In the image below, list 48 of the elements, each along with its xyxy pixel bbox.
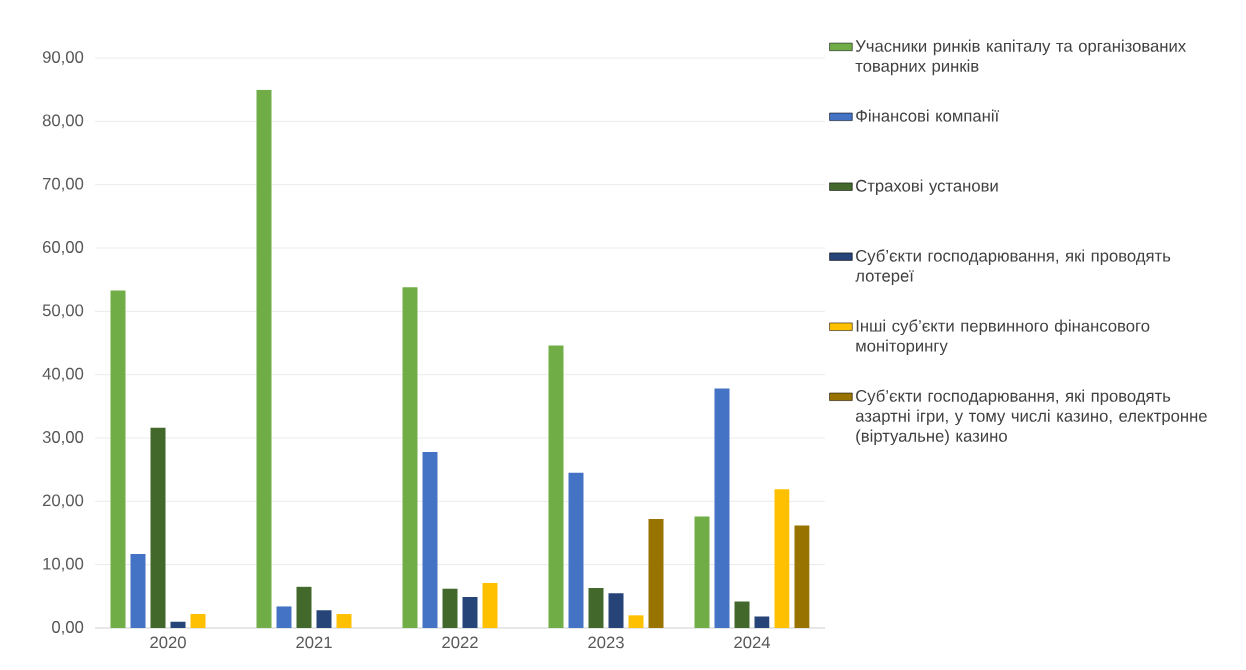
- legend-label: Інші суб’єкти первинного фінансового моніторингу: [856, 319, 1150, 356]
- y-tick-label: 40,00: [42, 367, 84, 382]
- bar: [316, 610, 332, 628]
- bar: [256, 89, 272, 628]
- bar: [336, 614, 352, 628]
- bar: [754, 616, 770, 628]
- bar: [548, 345, 564, 628]
- x-tick-label: 2023: [588, 636, 624, 649]
- bar: [588, 588, 604, 628]
- y-tick-label: 50,00: [42, 304, 84, 319]
- legend-label: Суб’єкти господарювання, які проводять лотереї: [855, 249, 1171, 285]
- x-tick-label: 2024: [734, 636, 771, 649]
- legend-label: Фінансові компанії: [856, 109, 1000, 122]
- bar: [774, 489, 790, 628]
- bar: [442, 588, 458, 628]
- bar: [714, 388, 730, 628]
- bar: [734, 601, 750, 628]
- bar: [628, 615, 644, 628]
- legend-label: Суб’єкти господарювання, які проводять азартні ігри, у тому числі казино, електронне (віртуальне) казино: [855, 389, 1207, 446]
- y-tick-label: 10,00: [43, 557, 84, 572]
- y-tick-label: 90,00: [42, 51, 84, 65]
- y-tick-label: 70,00: [43, 177, 84, 192]
- bar: [402, 287, 418, 628]
- bar: [462, 596, 478, 628]
- bar: [276, 606, 292, 628]
- bar: [648, 519, 664, 628]
- bar: [568, 472, 584, 628]
- bar: [296, 586, 312, 628]
- bar: [190, 614, 206, 628]
- y-tick-label: 30,00: [42, 431, 84, 445]
- x-tick-label: 2021: [296, 636, 332, 649]
- bar: [794, 525, 810, 628]
- bar: [110, 290, 126, 628]
- bar: [608, 593, 624, 628]
- bar: [482, 583, 498, 628]
- legend-label: Учасники ринків капіталу та організованих товарних ринків: [855, 39, 1186, 76]
- bar: [150, 427, 166, 628]
- x-tick-label: 2022: [442, 636, 478, 649]
- bar: [130, 553, 146, 628]
- y-tick-label: 0,00: [52, 621, 84, 635]
- y-tick-label: 60,00: [42, 241, 84, 255]
- bar: [170, 621, 186, 628]
- y-tick-label: 20,00: [42, 494, 84, 509]
- x-tick-label: 2020: [150, 636, 186, 649]
- legend-label: Страхові установи: [856, 179, 998, 195]
- bar: [422, 451, 438, 628]
- bar: [694, 516, 710, 628]
- y-tick-label: 80,00: [42, 114, 84, 129]
